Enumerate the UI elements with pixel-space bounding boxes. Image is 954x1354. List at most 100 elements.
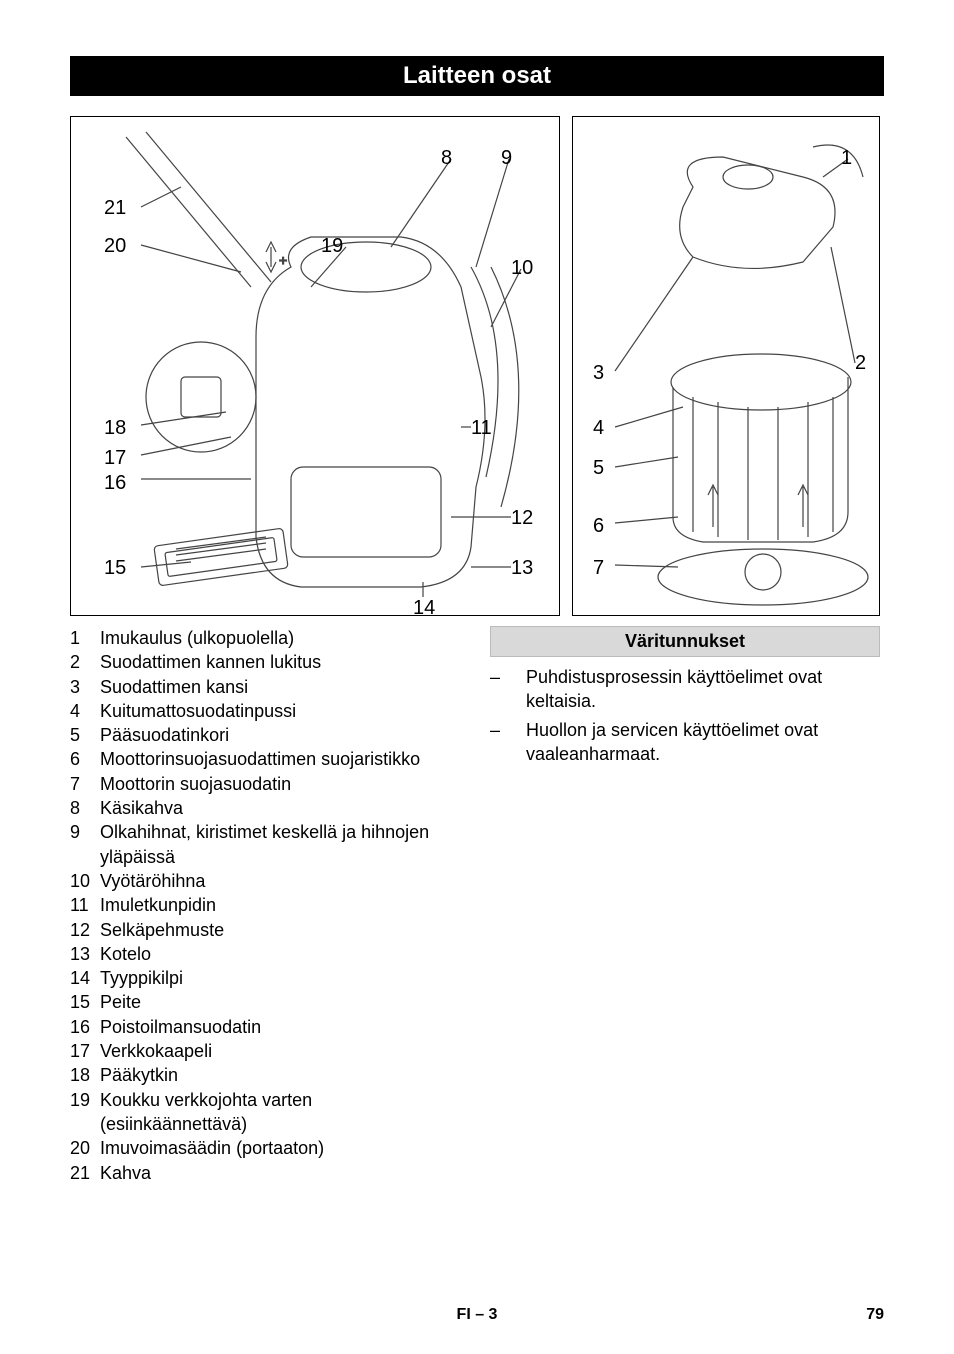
callout-3: 3 <box>593 362 604 385</box>
parts-row: 21Kahva <box>70 1161 460 1185</box>
callout-12: 12 <box>511 507 533 530</box>
parts-number: 20 <box>70 1136 100 1160</box>
diagram-row: + <box>70 116 884 616</box>
parts-row: 2Suodattimen kannen lukitus <box>70 650 460 674</box>
parts-row: 18Pääkytkin <box>70 1063 460 1087</box>
callout-18: 18 <box>104 417 126 440</box>
parts-row: 3Suodattimen kansi <box>70 675 460 699</box>
parts-label: Käsikahva <box>100 796 460 820</box>
parts-number: 4 <box>70 699 100 723</box>
parts-label: Moottorinsuojasuodattimen suojaristikko <box>100 747 460 771</box>
parts-number: 6 <box>70 747 100 771</box>
parts-row: 6Moottorinsuojasuodattimen suojaristikko <box>70 747 460 771</box>
note-text: Puhdistusprosessin käyttöelimet ovat kel… <box>526 665 880 714</box>
parts-row: 11Imuletkunpidin <box>70 893 460 917</box>
parts-label: Pääkytkin <box>100 1063 460 1087</box>
parts-number: 7 <box>70 772 100 796</box>
parts-row: 10Vyötäröhihna <box>70 869 460 893</box>
parts-label: Poistoilmansuodatin <box>100 1015 460 1039</box>
content-columns: 1Imukaulus (ulkopuolella)2Suodattimen ka… <box>70 626 884 1185</box>
parts-number: 17 <box>70 1039 100 1063</box>
parts-label: Peite <box>100 990 460 1014</box>
parts-row: 20Imuvoimasäädin (portaaton) <box>70 1136 460 1160</box>
parts-label: Tyyppikilpi <box>100 966 460 990</box>
parts-number: 12 <box>70 918 100 942</box>
parts-row: 5Pääsuodatinkori <box>70 723 460 747</box>
parts-number: 21 <box>70 1161 100 1185</box>
parts-list: 1Imukaulus (ulkopuolella)2Suodattimen ka… <box>70 626 460 1185</box>
parts-row: 17Verkkokaapeli <box>70 1039 460 1063</box>
svg-text:+: + <box>279 252 287 268</box>
parts-row: 1Imukaulus (ulkopuolella) <box>70 626 460 650</box>
callout-5: 5 <box>593 457 604 480</box>
callout-8: 8 <box>441 147 452 170</box>
note-row: –Huollon ja servicen käyttöelimet ovat v… <box>490 718 880 767</box>
parts-number: 16 <box>70 1015 100 1039</box>
parts-row: 15Peite <box>70 990 460 1014</box>
note-text: Huollon ja servicen käyttöelimet ovat va… <box>526 718 880 767</box>
parts-label: Imuvoimasäädin (portaaton) <box>100 1136 460 1160</box>
parts-label: Suodattimen kannen lukitus <box>100 650 460 674</box>
parts-number: 14 <box>70 966 100 990</box>
parts-label: Koukku verkkojohta varten (esiinkäännett… <box>100 1088 460 1137</box>
diagram-left: + <box>70 116 560 616</box>
parts-number: 9 <box>70 820 100 869</box>
device-sketch-left: + <box>71 117 561 617</box>
dash: – <box>490 665 526 714</box>
parts-number: 11 <box>70 893 100 917</box>
parts-number: 15 <box>70 990 100 1014</box>
dash: – <box>490 718 526 767</box>
parts-label: Suodattimen kansi <box>100 675 460 699</box>
callout-9: 9 <box>501 147 512 170</box>
parts-number: 13 <box>70 942 100 966</box>
parts-label: Verkkokaapeli <box>100 1039 460 1063</box>
callout-4: 4 <box>593 417 604 440</box>
section-title: Laitteen osat <box>70 56 884 96</box>
parts-number: 1 <box>70 626 100 650</box>
parts-number: 2 <box>70 650 100 674</box>
parts-number: 3 <box>70 675 100 699</box>
parts-label: Kuitumattosuodatinpussi <box>100 699 460 723</box>
callout-19: 19 <box>321 235 343 258</box>
callout-16: 16 <box>104 472 126 495</box>
page-footer: FI – 3 79 <box>70 1306 884 1324</box>
parts-number: 19 <box>70 1088 100 1137</box>
parts-number: 5 <box>70 723 100 747</box>
parts-label: Selkäpehmuste <box>100 918 460 942</box>
parts-label: Imuletkunpidin <box>100 893 460 917</box>
parts-label: Pääsuodatinkori <box>100 723 460 747</box>
parts-row: 9Olkahihnat, kiristimet keskellä ja hihn… <box>70 820 460 869</box>
parts-row: 19Koukku verkkojohta varten (esiinkäänne… <box>70 1088 460 1137</box>
parts-row: 13Kotelo <box>70 942 460 966</box>
parts-label: Olkahihnat, kiristimet keskellä ja hihno… <box>100 820 460 869</box>
callout-17: 17 <box>104 447 126 470</box>
parts-row: 8Käsikahva <box>70 796 460 820</box>
callout-2: 2 <box>855 352 866 375</box>
callout-10: 10 <box>511 257 533 280</box>
parts-number: 18 <box>70 1063 100 1087</box>
callout-21: 21 <box>104 197 126 220</box>
parts-label: Kotelo <box>100 942 460 966</box>
parts-row: 4Kuitumattosuodatinpussi <box>70 699 460 723</box>
callout-14: 14 <box>413 597 435 620</box>
color-codes-header: Väritunnukset <box>490 626 880 657</box>
notes-column: Väritunnukset –Puhdistusprosessin käyttö… <box>490 626 880 1185</box>
callout-6: 6 <box>593 515 604 538</box>
parts-row: 14Tyyppikilpi <box>70 966 460 990</box>
parts-row: 16Poistoilmansuodatin <box>70 1015 460 1039</box>
callout-7: 7 <box>593 557 604 580</box>
footer-center: FI – 3 <box>457 1306 498 1324</box>
callout-11: 11 <box>471 417 492 440</box>
callout-1: 1 <box>841 147 852 170</box>
note-row: –Puhdistusprosessin käyttöelimet ovat ke… <box>490 665 880 714</box>
parts-label: Moottorin suojasuodatin <box>100 772 460 796</box>
parts-row: 7Moottorin suojasuodatin <box>70 772 460 796</box>
notes-list: –Puhdistusprosessin käyttöelimet ovat ke… <box>490 665 880 766</box>
parts-label: Vyötäröhihna <box>100 869 460 893</box>
parts-number: 10 <box>70 869 100 893</box>
callout-20: 20 <box>104 235 126 258</box>
parts-label: Imukaulus (ulkopuolella) <box>100 626 460 650</box>
parts-label: Kahva <box>100 1161 460 1185</box>
footer-page-number: 79 <box>866 1306 884 1324</box>
parts-row: 12Selkäpehmuste <box>70 918 460 942</box>
